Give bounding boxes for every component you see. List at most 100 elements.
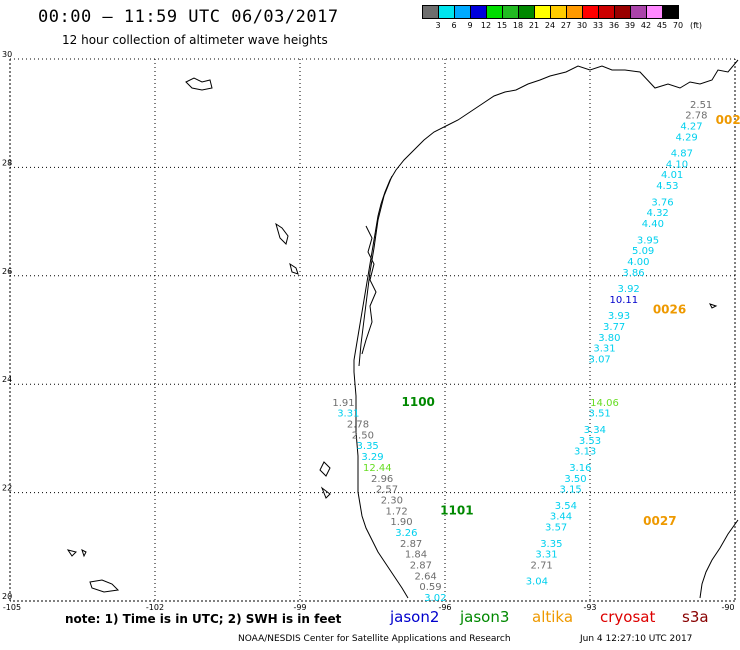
wave-height-value: 2.57 — [376, 485, 398, 496]
island-east — [709, 303, 718, 309]
legend-bin-label: 36 — [608, 21, 620, 30]
map-frame — [9, 58, 736, 602]
wave-height-value: 2.64 — [415, 571, 437, 582]
wave-height-value: 3.93 — [608, 311, 630, 322]
legend-bin-label: 33 — [592, 21, 604, 30]
pass-labels: 1100 1101 0025 0026 0027 — [402, 113, 740, 528]
axis-tick-labels: -105 -102 -99 -96 -93 -90 30 28 26 24 22 20 — [2, 50, 735, 612]
wave-height-value: 3.95 — [637, 235, 659, 246]
wave-height-value: 14.06 — [590, 398, 619, 409]
color-scale-legend: 3 6 9 12 15 18 21 24 27 30 33 36 39 42 45 70 (ft) — [422, 5, 702, 31]
wave-height-value: 4.29 — [676, 132, 698, 143]
map-subtitle: 12 hour collection of altimeter wave hei… — [62, 33, 328, 47]
pass-number-label: 1101 — [440, 503, 473, 517]
wave-height-value: 2.78 — [347, 420, 369, 431]
satellite-name: altika — [532, 608, 574, 626]
legend-bin-label: 27 — [560, 21, 572, 30]
reef-3 — [66, 549, 77, 557]
longitude-tick-label: -105 — [3, 603, 21, 612]
lat-lon-grid — [9, 58, 736, 602]
pass-number-label: 0025 — [716, 113, 740, 127]
wave-height-value: 3.34 — [584, 425, 606, 436]
wave-height-value: 3.54 — [555, 501, 577, 512]
wave-height-value: 2.30 — [381, 495, 403, 506]
legend-bin-label: 45 — [656, 21, 668, 30]
latitude-tick-label: 28 — [2, 158, 12, 167]
gulf-coastline — [353, 59, 739, 599]
lake-4 — [320, 486, 331, 499]
wave-height-value: 3.13 — [574, 447, 596, 458]
wave-height-value: 3.57 — [545, 523, 567, 534]
wave-height-value: 4.00 — [627, 257, 649, 268]
credit-line: NOAA/NESDIS Center for Satellite Applica… — [238, 634, 511, 644]
wave-height-value: 3.53 — [579, 436, 601, 447]
wave-height-value: 1.84 — [405, 550, 427, 561]
lake-3 — [319, 461, 331, 477]
latitude-tick-label: 24 — [2, 375, 12, 384]
wave-height-value: 1.90 — [390, 517, 412, 528]
legend-labels: 3 6 9 12 15 18 21 24 27 30 33 36 39 42 45 70 (ft) — [422, 19, 702, 31]
wave-height-value: 4.32 — [647, 208, 669, 219]
wave-height-value: 3.07 — [589, 355, 611, 366]
wave-height-value: 3.86 — [622, 268, 644, 279]
pass-number-label: 0026 — [653, 303, 686, 317]
wave-height-value: 2.87 — [400, 539, 422, 550]
wave-height-value: 3.31 — [337, 409, 359, 420]
legend-bin-label: 21 — [528, 21, 540, 30]
wave-height-value: 3.15 — [560, 485, 582, 496]
wave-height-value: 3.04 — [526, 577, 548, 588]
legend-bin-label: 15 — [496, 21, 508, 30]
legend-bin-label: 3 — [435, 21, 441, 30]
lake-2 — [289, 262, 299, 275]
legend-bin-label: 9 — [467, 21, 473, 30]
wave-height-value: 3.35 — [540, 539, 562, 550]
map-title: 00:00 – 11:59 UTC 06/03/2017 — [38, 7, 339, 27]
wave-height-value: 2.78 — [685, 111, 707, 122]
wave-height-value: 3.31 — [535, 550, 557, 561]
wave-height-value: 4.27 — [680, 121, 702, 132]
legend-swatch — [662, 5, 679, 19]
legend-bin-label: 6 — [451, 21, 457, 30]
legend-bin-label: 12 — [480, 21, 492, 30]
legend-bin-label: 39 — [624, 21, 636, 30]
wave-height-value: 3.77 — [603, 322, 625, 333]
wave-height-value: 0.59 — [419, 582, 441, 593]
wave-height-value: 4.87 — [671, 149, 693, 160]
wave-height-value: 1.91 — [332, 398, 354, 409]
wave-height-value: 3.92 — [618, 284, 640, 295]
legend-bin-label: 18 — [512, 21, 524, 30]
longitude-tick-label: -93 — [583, 603, 596, 612]
wave-height-value: 3.26 — [395, 528, 417, 539]
latitude-tick-label: 20 — [2, 592, 12, 601]
mexico-coast-east — [699, 519, 739, 599]
longitude-tick-label: -102 — [146, 603, 164, 612]
legend-bin-label: 30 — [576, 21, 588, 30]
wave-height-value: 4.10 — [666, 159, 688, 170]
longitude-tick-label: -99 — [293, 603, 306, 612]
legend-bin-label: 70 — [672, 21, 684, 30]
reef-2 — [89, 579, 120, 593]
wave-height-value: 2.51 — [690, 100, 712, 111]
legend-unit: (ft) — [689, 21, 703, 30]
wave-height-value: 2.50 — [352, 430, 374, 441]
wave-height-value: 2.96 — [371, 474, 393, 485]
wave-height-value: 4.53 — [656, 181, 678, 192]
pass-number-label: 1100 — [402, 395, 435, 409]
legend-bin-label: 42 — [640, 21, 652, 30]
wave-height-value: 5.09 — [632, 246, 654, 257]
latitude-tick-label: 26 — [2, 267, 12, 276]
satellite-name: jason2 — [390, 608, 440, 626]
wave-height-value: 3.44 — [550, 512, 572, 523]
longitude-tick-label: -96 — [438, 603, 451, 612]
wave-height-value: 3.16 — [569, 463, 591, 474]
pass-number-label: 0027 — [643, 514, 676, 528]
wave-height-value: 2.71 — [531, 560, 553, 571]
latitude-tick-label: 30 — [2, 50, 12, 59]
reef-1 — [81, 549, 87, 558]
wave-height-value: 2.87 — [410, 560, 432, 571]
units-note: note: 1) Time is in UTC; 2) SWH is in fe… — [65, 612, 342, 626]
coastline — [66, 59, 739, 599]
legend-bin-label: 24 — [544, 21, 556, 30]
barrier-islands — [358, 175, 393, 367]
